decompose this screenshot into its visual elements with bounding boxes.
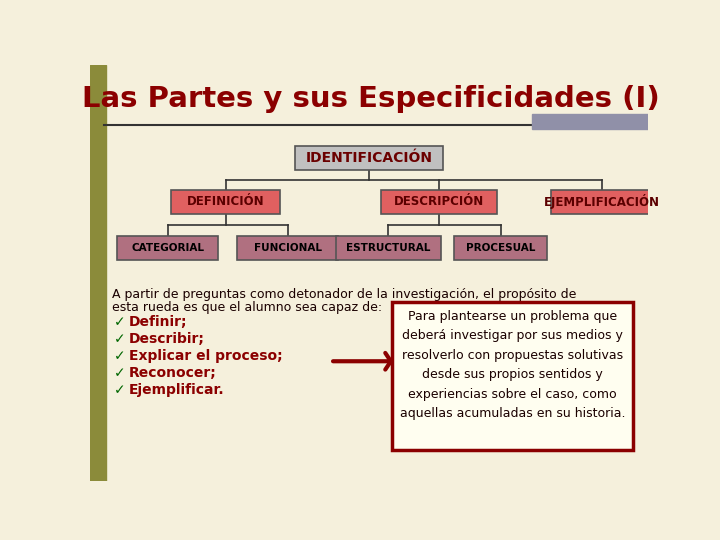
FancyBboxPatch shape xyxy=(454,236,547,260)
FancyBboxPatch shape xyxy=(381,190,497,214)
Bar xyxy=(532,114,648,130)
FancyBboxPatch shape xyxy=(171,190,280,214)
FancyBboxPatch shape xyxy=(336,236,441,260)
Text: Ejemplificar.: Ejemplificar. xyxy=(129,383,225,397)
Text: Definir;: Definir; xyxy=(129,315,187,329)
Text: ESTRUCTURAL: ESTRUCTURAL xyxy=(346,243,431,253)
Text: ✓: ✓ xyxy=(114,383,125,397)
Text: DEFINICIÓN: DEFINICIÓN xyxy=(186,195,264,208)
Text: Explicar el proceso;: Explicar el proceso; xyxy=(129,349,282,363)
Text: Las Partes y sus Especificidades (I): Las Partes y sus Especificidades (I) xyxy=(83,85,660,113)
Text: ✓: ✓ xyxy=(114,366,125,380)
Text: Para plantearse un problema que
deberá investigar por sus medios y
resolverlo co: Para plantearse un problema que deberá i… xyxy=(400,309,625,420)
FancyBboxPatch shape xyxy=(551,190,652,214)
Text: Reconocer;: Reconocer; xyxy=(129,366,217,380)
Text: ✓: ✓ xyxy=(114,315,125,329)
Text: DESCRIPCIÓN: DESCRIPCIÓN xyxy=(394,195,484,208)
Text: PROCESUAL: PROCESUAL xyxy=(466,243,536,253)
Text: FUNCIONAL: FUNCIONAL xyxy=(253,243,322,253)
FancyBboxPatch shape xyxy=(117,236,218,260)
Text: A partir de preguntas como detonador de la investigación, el propósito de: A partir de preguntas como detonador de … xyxy=(112,288,576,301)
Text: esta rueda es que el alumno sea capaz de:: esta rueda es que el alumno sea capaz de… xyxy=(112,301,382,314)
Bar xyxy=(90,65,106,481)
Text: ✓: ✓ xyxy=(114,332,125,346)
Text: IDENTIFICACIÓN: IDENTIFICACIÓN xyxy=(305,151,433,165)
FancyBboxPatch shape xyxy=(392,302,632,450)
Text: EJEMPLIFICACIÓN: EJEMPLIFICACIÓN xyxy=(544,194,660,210)
FancyBboxPatch shape xyxy=(295,146,443,170)
Text: Describir;: Describir; xyxy=(129,332,204,346)
Text: ✓: ✓ xyxy=(114,349,125,363)
Text: CATEGORIAL: CATEGORIAL xyxy=(131,243,204,253)
FancyBboxPatch shape xyxy=(238,236,338,260)
